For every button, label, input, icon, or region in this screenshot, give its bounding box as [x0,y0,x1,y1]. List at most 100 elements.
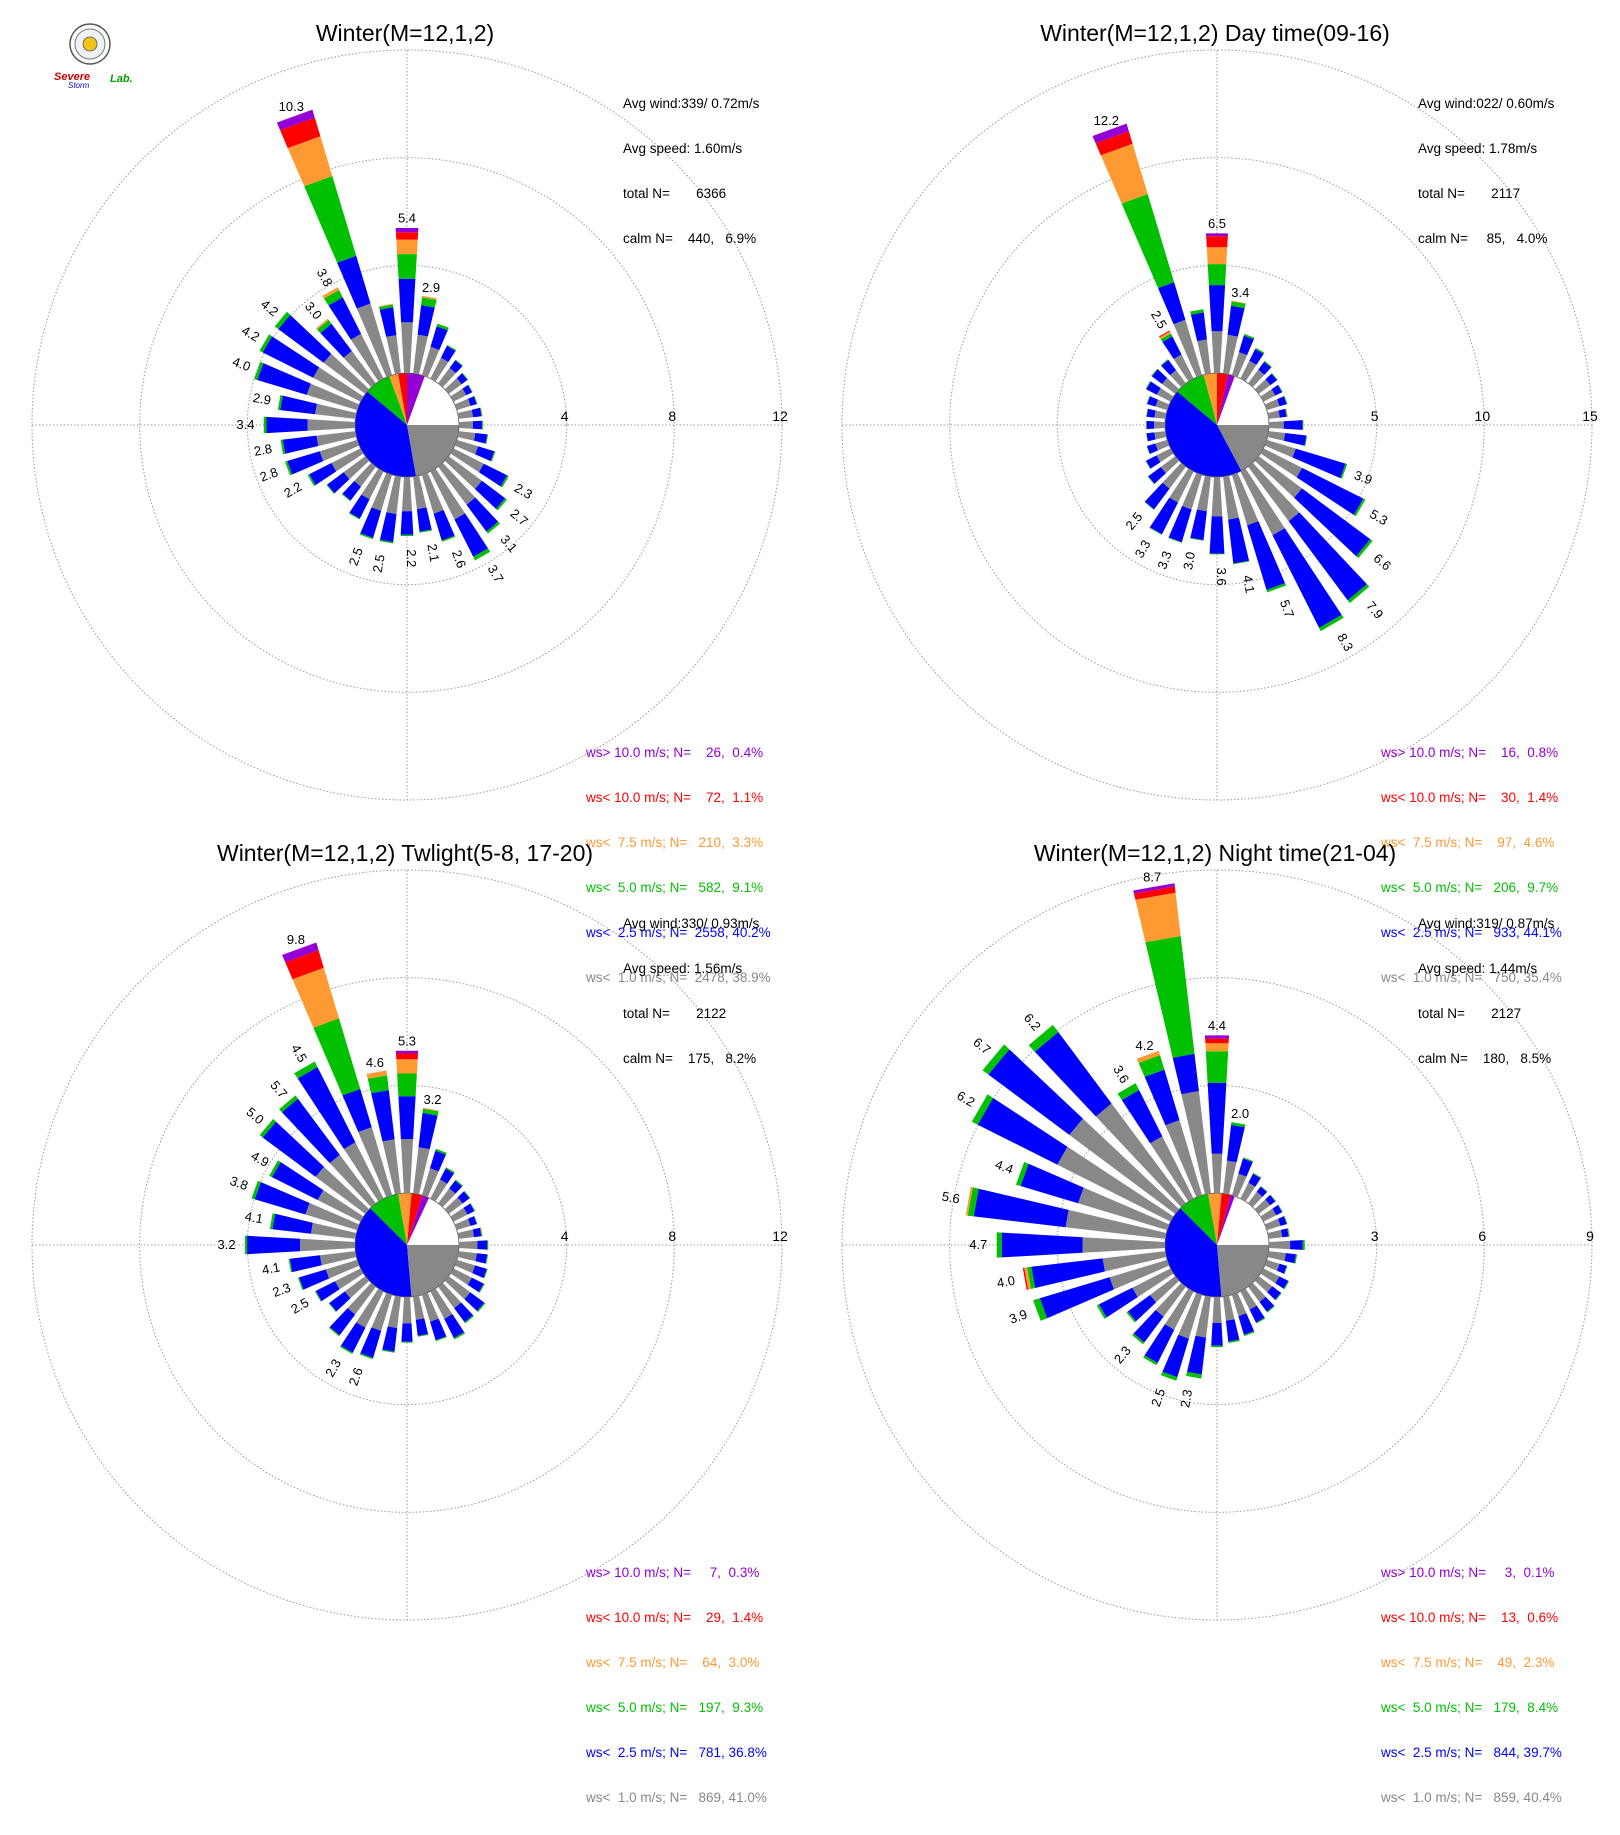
rose-bar-segment [1226,1319,1240,1341]
bar-total-label: 9.8 [287,932,305,947]
bar-total-label: 6.2 [954,1088,977,1110]
bar-total-label: 2.8 [253,441,273,459]
bar-total-label: 5.7 [1277,598,1297,620]
bar-total-label: 2.3 [512,480,535,502]
rose-bar-segment [1211,1346,1223,1348]
rose-bar-segment [398,1096,415,1139]
rose-bar-segment [430,1151,446,1172]
rose-bar-segment [475,446,494,461]
bar-total-label: 4.4 [1208,1018,1226,1033]
bar-total-label: 2.5 [1148,308,1170,331]
rose-bar-segment [272,1214,312,1234]
legend-item: ws< 10.0 m/s; N= 30, 1.4% [1381,790,1562,805]
bar-total-label: 5.3 [1367,506,1390,528]
bar-total-label: 3.0 [1180,551,1198,571]
rose-bar-segment [1190,510,1207,541]
bar-total-label: 12.2 [1094,113,1119,128]
rose-bar-segment [1212,331,1223,373]
rose-bar-segment [1239,336,1254,356]
rose-bar-segment [267,417,308,433]
rose-bar-segment [1265,399,1280,410]
rose-bar-segment [1265,1219,1281,1230]
rose-bar-segment [476,1253,488,1263]
bar-total-label: 8.7 [1143,869,1161,884]
ring-label: 15 [1582,408,1598,424]
avg-speed: Avg speed: 1.78m/s [1418,141,1554,156]
rose-bar-segment [403,1297,412,1324]
bar-total-label: 6.6 [1371,550,1394,573]
rose-bar-segment [1268,411,1280,419]
bar-total-label: 4.7 [969,1237,987,1252]
rose-bar-segment [396,1054,418,1060]
legend-item: ws< 2.5 m/s; N= 844, 39.7% [1381,1745,1562,1760]
ring-label: 9 [1586,1228,1594,1244]
rose-bar-segment [458,410,474,419]
rose-bar-segment [1155,440,1169,451]
rose-bar-segment [1208,1083,1227,1154]
bar-total-label: 4.1 [244,1209,264,1227]
bar-total-label: 6.7 [970,1034,993,1057]
bar-total-label: 10.3 [279,99,304,114]
rose-bar-segment [1083,1237,1166,1253]
rose-bar-segment [1206,236,1228,247]
rose-bar-segment [473,421,482,430]
bar-total-label: 2.6 [346,1365,366,1387]
rose-bar-segment [401,511,414,535]
legend-item: ws> 10.0 m/s; N= 7, 0.3% [586,1565,767,1580]
rose-bar-segment [290,1255,322,1272]
rose-bar-segment [482,421,483,430]
rose-bar-segment [401,1323,412,1341]
bar-total-label: 2.9 [422,280,440,295]
bar-total-label: 2.0 [1231,1106,1249,1121]
rose-bar-segment [1265,1260,1280,1271]
rose-bar-segment [1238,1313,1254,1335]
rose-bar-segment [487,1240,488,1249]
bar-total-label: 2.9 [252,390,272,408]
rose-bar-segment [401,1342,412,1343]
rose-bar-segment [1212,477,1223,517]
bar-total-label: 5.7 [267,1078,290,1101]
rose-bar-segment [473,1228,482,1237]
bar-total-label: 3.7 [485,562,507,585]
rose-bar-segment [371,1090,395,1141]
rose-bar-segment [396,240,417,255]
ring-label: 8 [668,1228,676,1244]
legend-item: ws< 5.0 m/s; N= 197, 9.3% [586,1700,767,1715]
rose-bar-segment [1213,1297,1222,1323]
rose-bar-segment [1147,432,1156,441]
ring-label: 5 [1371,408,1379,424]
bar-total-label: 2.5 [288,1295,311,1317]
ring-label: 10 [1475,408,1491,424]
legend-item: ws< 10.0 m/s; N= 72, 1.1% [586,790,771,805]
legend-item: ws< 7.5 m/s; N= 49, 2.3% [1381,1655,1562,1670]
rose-bar-segment [396,1059,417,1073]
bar-total-label: 4.2 [239,323,262,345]
bar-total-label: 2.1 [424,543,442,563]
avg-wind: Avg wind:022/ 0.60m/s [1418,96,1554,111]
rose-bar-segment [360,1327,381,1358]
rose-bar-segment [1154,431,1166,439]
bar-total-label: 5.3 [398,1033,416,1048]
total-n: total N= 2127 [1418,1006,1554,1021]
bar-total-label: 5.4 [398,211,416,226]
rose-bar-segment [1146,421,1147,429]
bar-total-label: 3.2 [423,1092,441,1107]
bar-total-label: 3.8 [228,1173,250,1193]
rose-bar-segment [478,1240,488,1249]
stats-block: Avg wind:319/ 0.87m/s Avg speed: 1.44m/s… [1418,886,1554,1096]
bar-total-label: 4.2 [1136,1038,1154,1053]
bar-total-label: 2.3 [1177,1388,1195,1408]
rose-bar-segment [300,1239,355,1251]
rose-bar-segment [430,1319,446,1341]
stats-block: Avg wind:330/ 0.93m/s Avg speed: 1.56m/s… [623,886,759,1096]
avg-speed: Avg speed: 1.60m/s [623,141,759,156]
bar-total-label: 4.1 [261,1259,281,1277]
bar-total-label: 3.1 [498,532,521,555]
rose-bar-segment [1284,420,1303,430]
rose-bar-segment [1154,421,1165,428]
total-n: total N= 6366 [623,186,759,201]
rose-bar-segment [1147,409,1156,418]
bar-total-label: 6.5 [1208,216,1226,231]
rose-bar-segment [1228,518,1249,564]
